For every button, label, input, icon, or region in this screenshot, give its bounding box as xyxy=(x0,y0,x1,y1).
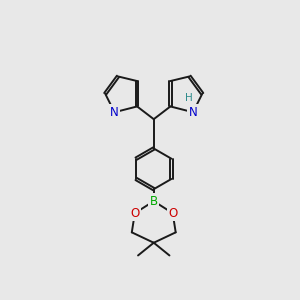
Text: O: O xyxy=(168,207,177,220)
Text: N: N xyxy=(110,106,119,119)
Text: O: O xyxy=(130,207,140,220)
Text: N: N xyxy=(189,106,197,119)
Text: B: B xyxy=(150,195,158,208)
Text: H: H xyxy=(185,93,193,103)
